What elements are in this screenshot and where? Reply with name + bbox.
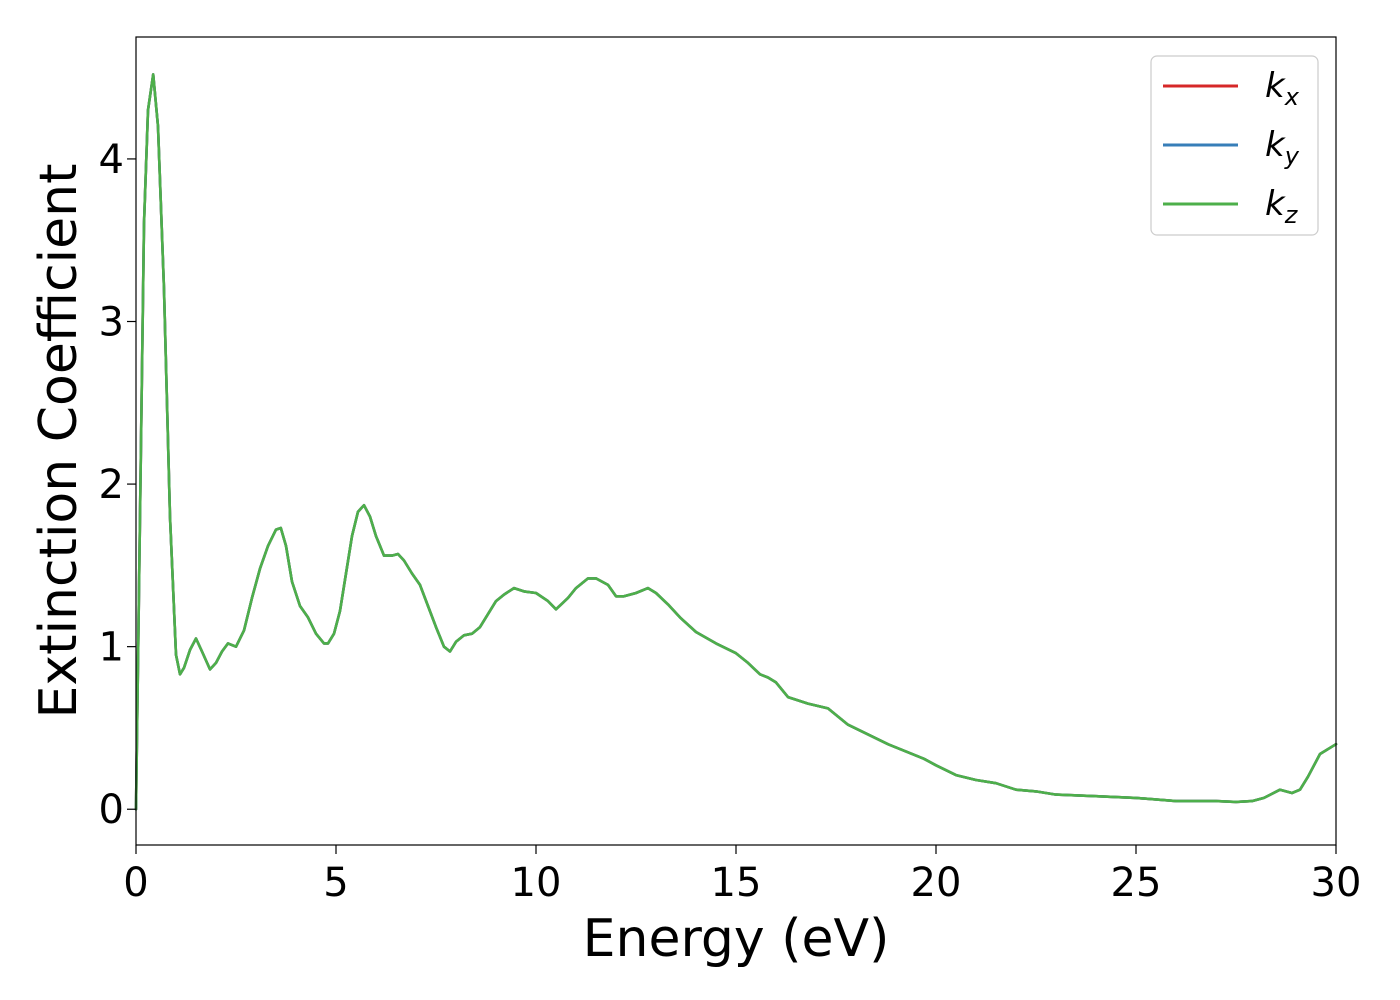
x-axis-label: Energy (eV)	[583, 909, 890, 969]
legend-label-k-z: kz	[1265, 184, 1299, 229]
y-axis-ticks: 0 1 2 3 4	[99, 137, 136, 833]
legend-label-k-x: kx	[1265, 66, 1300, 111]
x-tick-label: 0	[123, 860, 148, 906]
y-tick-label: 2	[99, 462, 124, 508]
x-tick-label: 10	[511, 860, 562, 906]
y-tick-label: 4	[99, 137, 124, 183]
legend-label-k-y: ky	[1265, 125, 1300, 170]
y-tick-label: 0	[99, 787, 124, 833]
legend: kx ky kz	[1150, 55, 1319, 236]
x-tick-label: 30	[1311, 860, 1362, 906]
y-tick-label: 1	[99, 625, 124, 671]
series-line-k-z	[134, 73, 1338, 811]
y-tick-label: 3	[99, 300, 124, 346]
x-tick-label: 15	[711, 860, 762, 906]
x-tick-label: 20	[911, 860, 962, 906]
x-tick-label: 25	[1111, 860, 1162, 906]
y-axis-label: Extinction Coefficient	[29, 164, 89, 719]
x-tick-label: 5	[323, 860, 348, 906]
series-layer	[134, 73, 1338, 811]
x-axis-ticks: 0 5 10 15 20 25 30	[123, 845, 1361, 906]
